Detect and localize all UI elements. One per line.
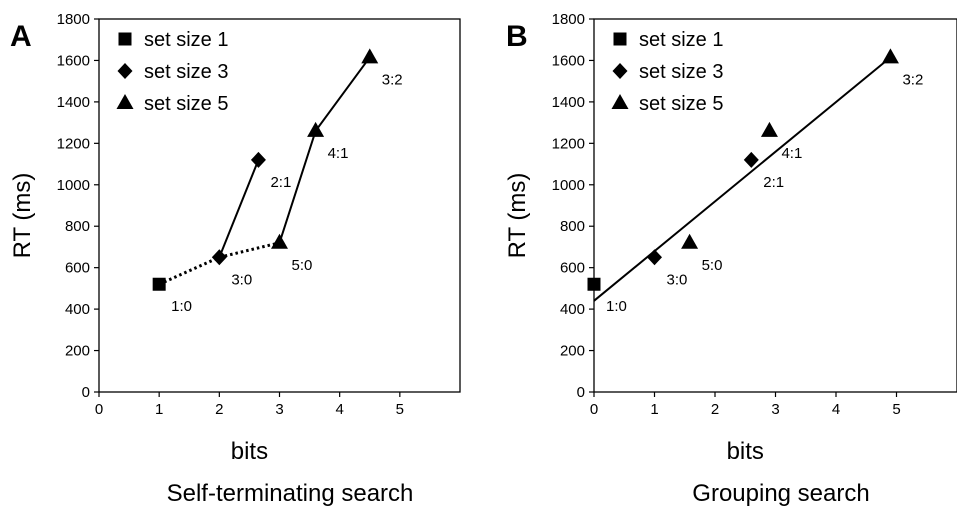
x-tick-label: 4 bbox=[832, 401, 840, 418]
point-label: 3:0 bbox=[231, 271, 252, 288]
y-tick-label: 400 bbox=[65, 301, 90, 318]
legend-marker-square bbox=[613, 32, 627, 46]
legend-label: set size 5 bbox=[144, 93, 228, 115]
solid-connector bbox=[218, 159, 260, 258]
point-label: 2:1 bbox=[763, 174, 784, 191]
data-point-diamond bbox=[211, 249, 227, 266]
y-tick-label: 800 bbox=[65, 218, 90, 235]
x-tick-label: 1 bbox=[155, 401, 163, 418]
data-point-triangle bbox=[361, 48, 379, 64]
legend-label: set size 1 bbox=[144, 29, 228, 51]
point-label: 4:1 bbox=[781, 145, 802, 162]
x-tick-label: 2 bbox=[215, 401, 223, 418]
y-tick-label: 200 bbox=[65, 343, 90, 360]
x-tick-label: 0 bbox=[590, 401, 598, 418]
point-label: 4:1 bbox=[328, 145, 349, 162]
data-point-triangle bbox=[307, 121, 325, 137]
legend-label: set size 3 bbox=[144, 61, 228, 83]
y-tick-label: 400 bbox=[560, 301, 585, 318]
y-axis-label: RT (ms) bbox=[504, 173, 531, 259]
fit-line bbox=[593, 56, 892, 302]
data-point-diamond bbox=[647, 249, 662, 266]
data-point-square bbox=[587, 277, 601, 291]
legend-marker-square bbox=[118, 32, 132, 46]
point-label: 5:0 bbox=[292, 257, 313, 274]
y-tick-label: 600 bbox=[560, 260, 585, 277]
point-label: 3:2 bbox=[902, 71, 923, 88]
legend-marker-diamond bbox=[117, 63, 133, 79]
point-label: 2:1 bbox=[270, 174, 291, 191]
y-tick-label: 800 bbox=[560, 218, 585, 235]
data-point-diamond bbox=[250, 151, 266, 168]
y-axis-label: RT (ms) bbox=[9, 173, 36, 259]
y-tick-label: 600 bbox=[65, 260, 90, 277]
panel-b: 0 200 400 600 800 1000 1200 1400 1600 1800 0 1 2 3 4 5 b… bbox=[504, 11, 957, 507]
panel-caption: Self-terminating search bbox=[167, 480, 414, 507]
point-label: 1:0 bbox=[606, 298, 627, 315]
x-tick-label: 4 bbox=[335, 401, 343, 418]
legend-label: set size 5 bbox=[639, 93, 723, 115]
x-axis-label: bits bbox=[727, 438, 764, 465]
panel-a: 0 200 400 600 800 1000 1200 1400 1600 1800 0 1 2 3 4 5 b… bbox=[9, 11, 461, 507]
y-tick-label: 0 bbox=[577, 384, 585, 401]
data-point-triangle bbox=[271, 233, 288, 249]
x-axis-label: bits bbox=[231, 438, 268, 465]
legend-label: set size 3 bbox=[639, 61, 723, 83]
x-tick-label: 3 bbox=[771, 401, 779, 418]
x-tick-label: 0 bbox=[95, 401, 103, 418]
point-label: 1:0 bbox=[171, 298, 192, 315]
solid-connector bbox=[278, 56, 371, 244]
point-label: 3:0 bbox=[667, 271, 688, 288]
legend-marker-triangle bbox=[116, 94, 134, 109]
legend-label: set size 1 bbox=[639, 29, 723, 51]
legend-marker-triangle bbox=[611, 94, 629, 109]
data-point-diamond bbox=[743, 151, 759, 168]
x-tick-label: 1 bbox=[650, 401, 658, 418]
y-tick-label: 1000 bbox=[552, 177, 585, 194]
legend-marker-diamond bbox=[612, 63, 628, 79]
y-tick-label: 1200 bbox=[57, 135, 90, 152]
data-point-triangle bbox=[760, 121, 778, 137]
x-tick-label: 3 bbox=[275, 401, 283, 418]
data-point-square bbox=[152, 277, 166, 291]
y-tick-label: 1200 bbox=[552, 135, 585, 152]
panel-letter: A bbox=[10, 20, 32, 53]
panel-letter: B bbox=[506, 20, 528, 53]
point-label: 3:2 bbox=[382, 71, 403, 88]
x-tick-label: 5 bbox=[892, 401, 900, 418]
y-tick-label: 1400 bbox=[57, 94, 90, 111]
y-tick-label: 1600 bbox=[57, 52, 90, 69]
y-tick-label: 1000 bbox=[57, 177, 90, 194]
y-tick-label: 1800 bbox=[552, 11, 585, 28]
x-tick-label: 2 bbox=[711, 401, 719, 418]
y-tick-label: 1800 bbox=[57, 11, 90, 28]
data-point-triangle bbox=[881, 48, 899, 64]
y-tick-label: 1600 bbox=[552, 52, 585, 69]
y-tick-label: 1400 bbox=[552, 94, 585, 111]
point-label: 5:0 bbox=[702, 257, 723, 274]
panel-caption: Grouping search bbox=[692, 480, 869, 507]
x-tick-label: 5 bbox=[396, 401, 404, 418]
y-tick-label: 0 bbox=[82, 384, 90, 401]
y-tick-label: 200 bbox=[560, 343, 585, 360]
data-point-triangle bbox=[681, 233, 699, 249]
